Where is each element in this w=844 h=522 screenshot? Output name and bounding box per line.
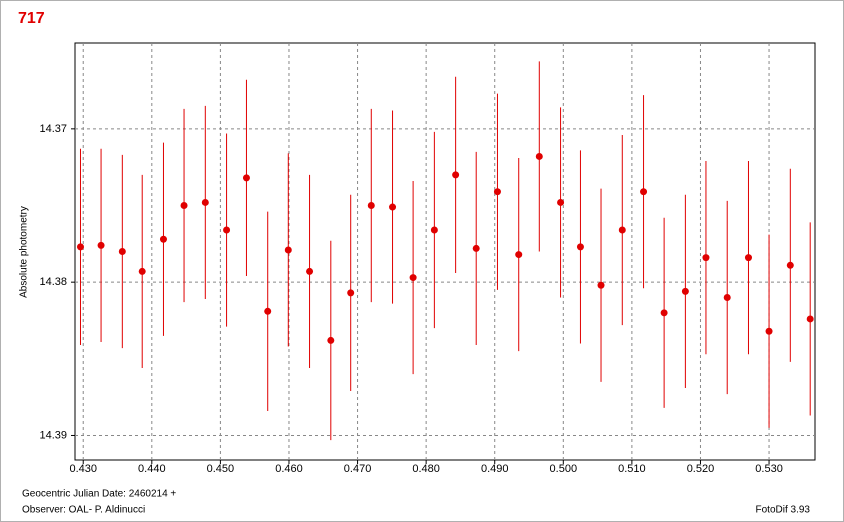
point [409,274,417,282]
x-tick-label: 0.490 [481,463,509,475]
point [118,248,126,255]
x-tick-label: 0.520 [687,463,715,475]
plot-area [74,42,816,461]
point [515,251,523,259]
point [744,254,752,262]
y-tick-label: 14.37 [39,123,67,135]
point [76,243,84,251]
x-tick-label: 0.430 [69,463,97,475]
point [264,307,272,315]
point [618,226,626,234]
point [430,226,438,234]
point [180,202,188,210]
point [786,261,794,269]
point [284,246,292,254]
point [242,174,250,182]
point [452,171,460,179]
x-tick-label: 0.460 [275,463,303,475]
x-tick-label: 0.480 [412,463,440,475]
x-tick-label: 0.440 [138,463,166,475]
point [367,202,375,210]
point [201,198,209,206]
point [97,241,105,249]
y-axis-label: Absolute photometry [19,206,30,298]
point [535,152,543,160]
point [327,336,335,344]
point [389,203,397,211]
x-tick-label: 0.500 [550,463,578,475]
point [472,244,480,252]
point [347,289,355,297]
point [138,267,146,275]
x-tick-label: 0.470 [344,463,372,475]
point [306,267,314,275]
observer: Observer: OAL- P. Aldinucci [22,505,145,516]
x-axis-label: Geocentric Julian Date: 2460214 + [22,489,176,500]
software: FotoDif 3.93 [756,505,811,516]
point [597,281,605,289]
point [640,188,648,196]
point [702,254,710,262]
point [557,198,565,206]
point [660,309,668,317]
point [806,315,814,323]
x-tick-label: 0.510 [618,463,646,475]
point [576,243,584,251]
x-tick-label: 0.530 [755,463,783,475]
point [493,188,501,196]
point [723,293,731,301]
point [159,235,167,243]
point [223,226,231,234]
point [681,287,689,295]
point [765,327,773,335]
y-tick-label: 14.38 [39,276,67,288]
x-tick-label: 0.450 [207,463,235,475]
y-tick-label: 14.39 [39,429,67,441]
chart-title: 717 [18,10,45,27]
